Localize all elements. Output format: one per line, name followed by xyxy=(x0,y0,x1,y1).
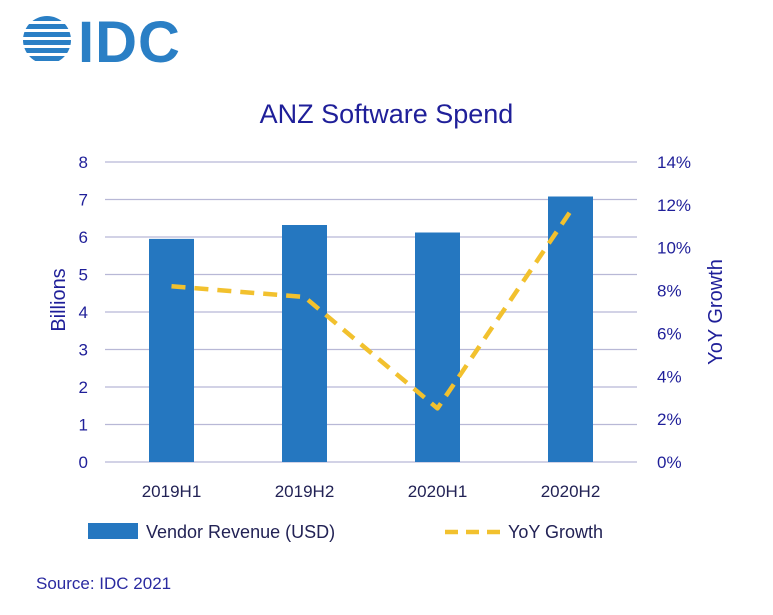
y-tick-label: 4 xyxy=(79,303,88,322)
y2-tick-label: 2% xyxy=(657,410,682,429)
bar xyxy=(282,225,327,462)
y2-tick-label: 6% xyxy=(657,324,682,343)
y2-tick-label: 12% xyxy=(657,196,691,215)
bar xyxy=(548,196,593,462)
legend: Vendor Revenue (USD) YoY Growth xyxy=(88,522,603,542)
bar-series xyxy=(149,196,593,462)
bar xyxy=(149,238,194,462)
chart-title: ANZ Software Spend xyxy=(259,99,514,129)
x-tick-label: 2019H1 xyxy=(142,482,202,501)
left-axis-ticks: 0 1 2 3 4 5 6 7 8 xyxy=(79,153,88,472)
legend-label-vendor-revenue: Vendor Revenue (USD) xyxy=(146,522,335,542)
x-axis-ticks: 2019H1 2019H2 2020H1 2020H2 xyxy=(142,482,601,501)
y-tick-label: 6 xyxy=(79,228,88,247)
idc-logo-globe-icon xyxy=(22,15,72,70)
legend-swatch-bar xyxy=(88,523,138,539)
bar xyxy=(415,232,460,462)
y-tick-label: 7 xyxy=(79,191,88,210)
y2-tick-label: 8% xyxy=(657,282,682,301)
yoy-growth-line xyxy=(171,210,573,411)
idc-logo: IDC xyxy=(78,10,181,75)
y2-tick-label: 14% xyxy=(657,153,691,172)
right-axis-ticks: 0% 2% 4% 6% 8% 10% 12% 14% xyxy=(657,153,691,472)
y-tick-label: 5 xyxy=(79,266,88,285)
legend-label-yoy-growth: YoY Growth xyxy=(508,522,603,542)
x-tick-label: 2020H2 xyxy=(541,482,601,501)
y-tick-label: 8 xyxy=(79,153,88,172)
source-note: Source: IDC 2021 xyxy=(36,574,172,593)
y-tick-label: 1 xyxy=(79,416,88,435)
x-tick-label: 2020H1 xyxy=(408,482,468,501)
right-axis-label: YoY Growth xyxy=(705,259,727,365)
line-series xyxy=(171,210,573,411)
y-tick-label: 3 xyxy=(79,341,88,360)
left-axis-label: Billions xyxy=(48,268,70,331)
y2-tick-label: 4% xyxy=(657,367,682,386)
y2-tick-label: 10% xyxy=(657,239,691,258)
y2-tick-label: 0% xyxy=(657,453,682,472)
x-tick-label: 2019H2 xyxy=(275,482,335,501)
y-tick-label: 2 xyxy=(79,378,88,397)
y-tick-label: 0 xyxy=(79,453,88,472)
